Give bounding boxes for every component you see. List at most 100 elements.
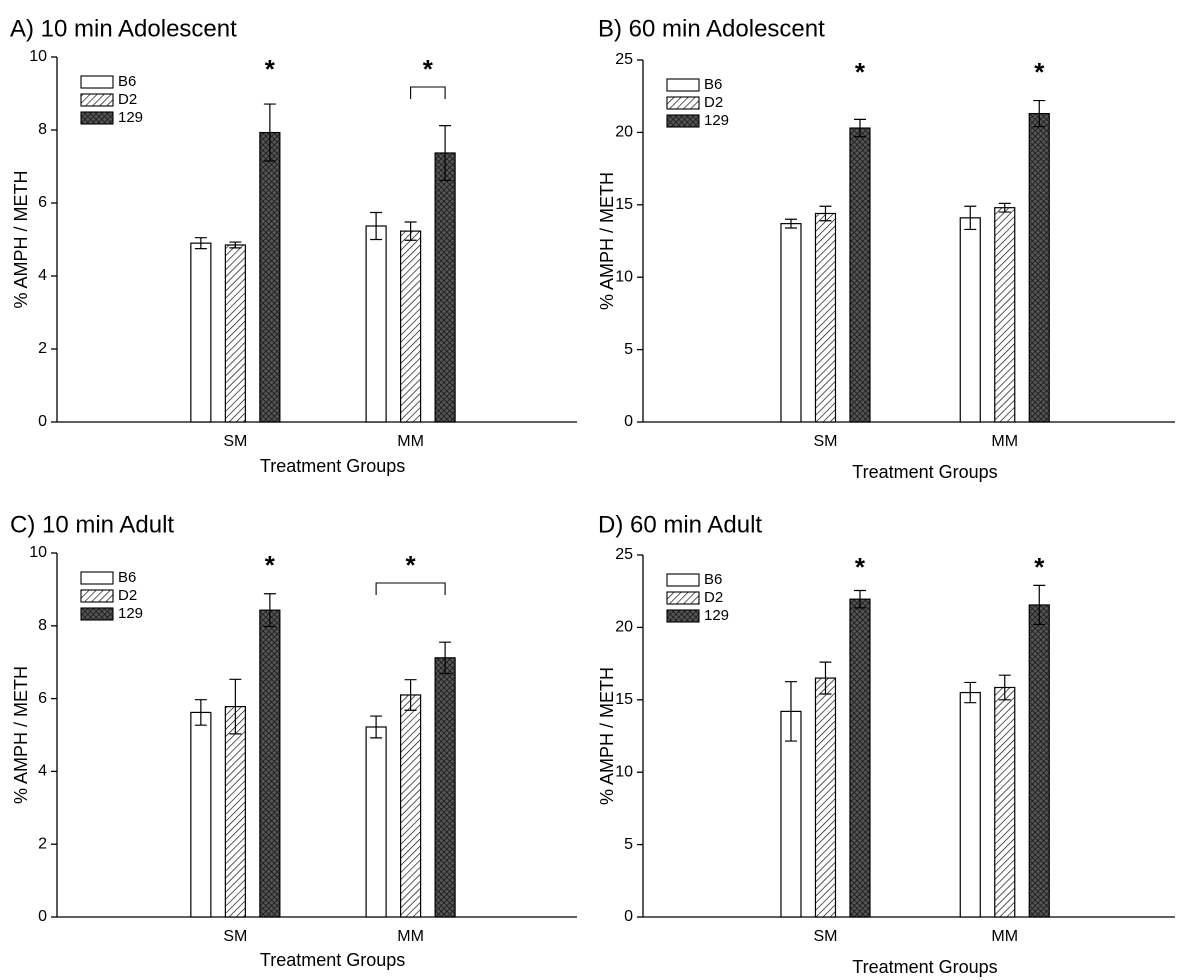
error-bar	[263, 103, 276, 162]
x-tick-label: MM	[991, 433, 1018, 450]
y-tick-label: 0	[38, 908, 47, 925]
y-tick-label: 0	[38, 413, 47, 430]
error-bar	[964, 205, 977, 231]
error-bar	[439, 125, 452, 181]
y-tick-label: 6	[38, 194, 47, 211]
bar	[224, 244, 246, 423]
significance-star: *	[1034, 552, 1045, 582]
x-axis-label: Treatment Groups	[260, 950, 405, 970]
bar	[1028, 112, 1050, 423]
error-bar	[964, 681, 977, 704]
x-tick-label: SM	[223, 928, 247, 945]
significance-star: *	[855, 552, 866, 582]
legend-swatch	[80, 75, 114, 89]
y-tick-label: 5	[624, 341, 633, 358]
y-tick-label: 10	[615, 763, 633, 780]
panel-title: A) 10 min Adolescent	[10, 15, 237, 42]
y-axis-label: % AMPH / METH	[597, 667, 617, 805]
bar	[190, 242, 212, 423]
legend-label: 129	[704, 607, 729, 624]
bar	[259, 131, 281, 423]
error-bar	[229, 241, 242, 249]
panel: D) 60 min Adult 0 5 10 15 20 25 % AMPH / METH Tr…	[597, 511, 1175, 977]
error-bar	[404, 221, 417, 241]
legend-swatch	[80, 571, 114, 585]
bar	[365, 225, 387, 423]
legend-swatch	[666, 609, 700, 623]
x-tick-label: MM	[397, 928, 424, 945]
y-tick-label: 6	[38, 690, 47, 707]
bar	[190, 711, 212, 918]
error-bar	[194, 699, 207, 726]
panel: C) 10 min Adult 0 2 4 6 8 10 % AMPH / METH Treat…	[10, 511, 577, 970]
legend-label: B6	[118, 569, 136, 586]
significance-bracket	[410, 86, 446, 99]
error-bar	[784, 218, 797, 229]
bar	[400, 230, 422, 423]
error-bar	[263, 593, 276, 628]
y-tick-label: 20	[615, 619, 633, 636]
legend-swatch	[666, 114, 700, 128]
bar	[259, 609, 281, 918]
significance-star: *	[406, 550, 417, 580]
bar	[849, 598, 871, 918]
significance-star: *	[423, 54, 434, 84]
x-tick-label: MM	[397, 433, 424, 450]
panel-title: D) 60 min Adult	[598, 511, 762, 538]
y-tick-label: 10	[615, 268, 633, 285]
bar	[434, 152, 456, 423]
x-tick-label: SM	[813, 928, 837, 945]
error-bar	[998, 674, 1011, 701]
bar	[434, 657, 456, 918]
x-axis-label: Treatment Groups	[852, 462, 997, 482]
legend-label: D2	[704, 94, 723, 111]
legend-label: 129	[118, 605, 143, 622]
significance-star: *	[265, 550, 276, 580]
y-axis-label: % AMPH / METH	[11, 666, 31, 804]
legend-swatch	[80, 111, 114, 125]
y-tick-label: 15	[615, 691, 633, 708]
y-tick-label: 10	[29, 544, 47, 561]
legend-swatch	[666, 78, 700, 92]
y-tick-label: 4	[38, 267, 47, 284]
y-tick-label: 5	[624, 836, 633, 853]
bar	[959, 691, 981, 918]
legend-label: D2	[118, 587, 137, 604]
y-tick-label: 25	[615, 546, 633, 563]
bar	[365, 726, 387, 918]
legend-swatch	[80, 589, 114, 603]
y-tick-label: 0	[624, 908, 633, 925]
y-tick-label: 25	[615, 51, 633, 68]
bar	[814, 677, 837, 918]
legend-swatch	[80, 607, 114, 621]
bar	[780, 223, 802, 423]
y-axis-label: % AMPH / METH	[11, 170, 31, 308]
x-axis-label: Treatment Groups	[852, 957, 997, 977]
y-tick-label: 15	[615, 196, 633, 213]
significance-star: *	[1034, 57, 1045, 87]
panel-title: C) 10 min Adult	[10, 511, 174, 538]
bar	[849, 127, 871, 423]
bar	[400, 694, 422, 918]
y-tick-label: 8	[38, 121, 47, 138]
error-bar	[370, 211, 383, 241]
x-axis-label: Treatment Groups	[260, 456, 405, 476]
y-tick-label: 10	[29, 48, 47, 65]
bar	[959, 217, 981, 423]
bar	[224, 706, 246, 918]
legend-label: B6	[704, 571, 722, 588]
error-bar	[998, 202, 1011, 213]
error-bar	[370, 715, 383, 739]
legend-label: B6	[118, 73, 136, 90]
bar	[994, 686, 1016, 918]
y-axis-label: % AMPH / METH	[597, 172, 617, 310]
legend-label: D2	[704, 589, 723, 606]
legend-label: D2	[118, 91, 137, 108]
bar	[994, 207, 1016, 423]
error-bar	[853, 118, 866, 138]
panel: B) 60 min Adolescent 0 5 10 15 20 25 % AMPH / M…	[597, 15, 1175, 482]
error-bar	[784, 681, 797, 742]
significance-star: *	[855, 57, 866, 87]
error-bar	[853, 589, 866, 609]
